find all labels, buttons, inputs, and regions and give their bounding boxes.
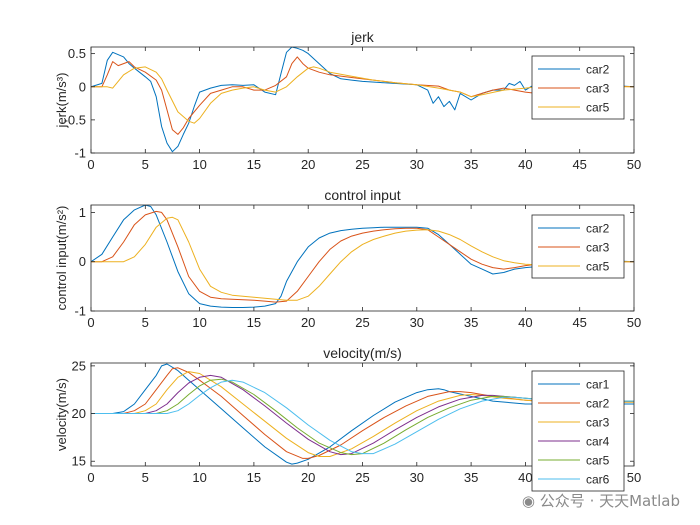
legend-label: car4 [586,435,610,449]
y-tick-label: -1 [74,304,86,319]
x-tick-label: 20 [301,157,315,172]
x-tick-label: 25 [355,157,369,172]
legend-label: car2 [586,397,610,411]
series-line-car2 [91,367,634,459]
legend: car2 car3 car5 [531,214,625,279]
x-tick-label: 5 [142,157,149,172]
y-tick-label: -1 [74,146,86,161]
x-tick-label: 40 [518,157,532,172]
axes-3: 05101520253035404550152025velocity(m/s)v… [54,345,641,492]
legend-label: car3 [586,82,610,96]
chart-title: control input [324,187,400,203]
legend-label: car1 [586,378,610,392]
y-tick-label: 25 [72,358,86,373]
watermark: ◉ 公众号 · 天天Matlab [522,490,680,511]
legend-label: car5 [586,454,610,468]
legend-label: car5 [586,101,610,115]
legend-label: car5 [586,260,610,274]
x-tick-label: 15 [247,470,261,485]
watermark-text: 公众号 · 天天Matlab [539,492,680,510]
x-tick-label: 20 [301,470,315,485]
y-tick-label: 0.5 [68,46,86,61]
axes-1: 0 5 10 15 20 25 30 35 40 45 50 -1 -0.5 0 0.5 jerk jerk(m… [54,29,641,172]
x-tick-label: 25 [355,315,369,330]
x-tick-label: 35 [464,315,478,330]
legend: car2 car3 car5 [531,55,625,120]
x-tick-label: 30 [410,315,424,330]
y-axis-label: velocity(m/s) [54,378,69,451]
wechat-icon: ◉ [521,492,536,510]
chart-title: jerk [350,29,375,45]
x-tick-label: 30 [410,157,424,172]
x-tick-label: 35 [464,157,478,172]
x-tick-label: 0 [87,470,94,485]
x-tick-label: 15 [247,157,261,172]
legend-label: car3 [586,241,610,255]
x-tick-label: 10 [192,470,206,485]
legend-label: car2 [586,63,610,77]
x-tick-label: 15 [247,315,261,330]
x-tick-label: 20 [301,315,315,330]
series-line-car5 [91,66,634,124]
y-tick-label: 0 [79,79,86,94]
y-tick-label: 20 [72,406,86,421]
series-line-car5 [91,378,634,456]
x-tick-label: 50 [627,157,641,172]
legend-box [531,370,625,492]
legend-label: car6 [586,473,610,487]
x-tick-label: 0 [87,157,94,172]
legend-label: car3 [586,416,610,430]
x-tick-label: 25 [355,470,369,485]
y-tick-label: 1 [79,205,86,220]
x-tick-label: 50 [627,470,641,485]
chart-title: velocity(m/s) [323,345,402,361]
series-group [91,47,634,153]
y-axis-label: jerk(m/s³) [54,73,69,129]
series-line-car2 [91,47,634,153]
x-tick-label: 5 [142,470,149,485]
x-tick-label: 10 [192,157,206,172]
y-axis-label: control input(m/s²) [54,206,69,311]
y-tick-label: 15 [72,454,86,469]
x-tick-label: 40 [518,470,532,485]
x-tick-label: 50 [627,315,641,330]
legend-label: car2 [586,222,610,236]
x-tick-label: 45 [572,157,586,172]
x-tick-label: 10 [192,315,206,330]
series-group [91,363,634,465]
x-tick-label: 30 [410,470,424,485]
series-line-car3 [91,56,634,135]
x-tick-label: 0 [87,315,94,330]
series-line-car1 [91,363,634,465]
x-tick-label: 5 [142,315,149,330]
legend: car1 car2 car3 car4 car5 car6 [531,370,625,492]
x-tick-label: 35 [464,470,478,485]
series-line-car6 [91,379,634,455]
y-tick-label: 0 [79,254,86,269]
x-tick-label: 40 [518,315,532,330]
x-tick-label: 45 [572,315,586,330]
y-tick-label: -0.5 [64,112,86,127]
series-line-car5 [91,216,634,301]
